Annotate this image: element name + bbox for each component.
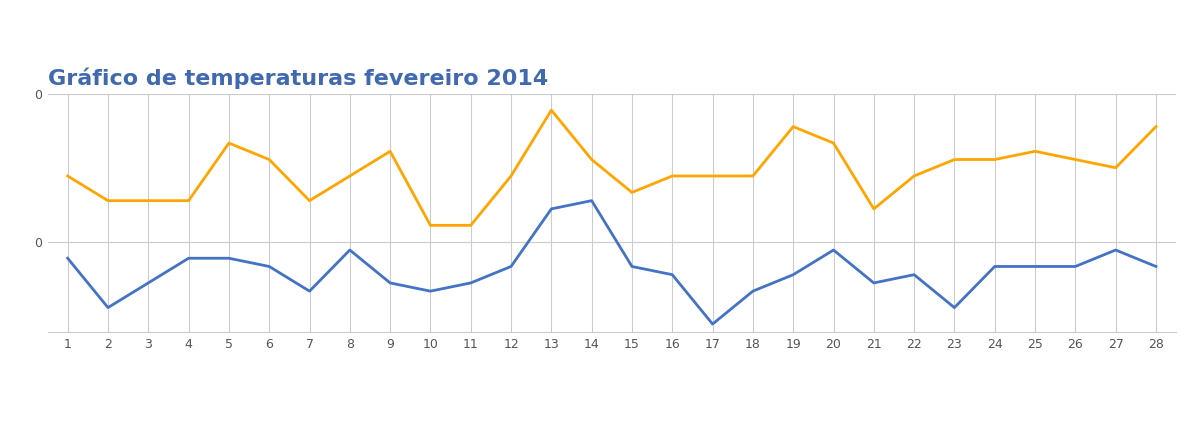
Text: Gráfico de temperaturas fevereiro 2014: Gráfico de temperaturas fevereiro 2014 <box>48 68 548 89</box>
